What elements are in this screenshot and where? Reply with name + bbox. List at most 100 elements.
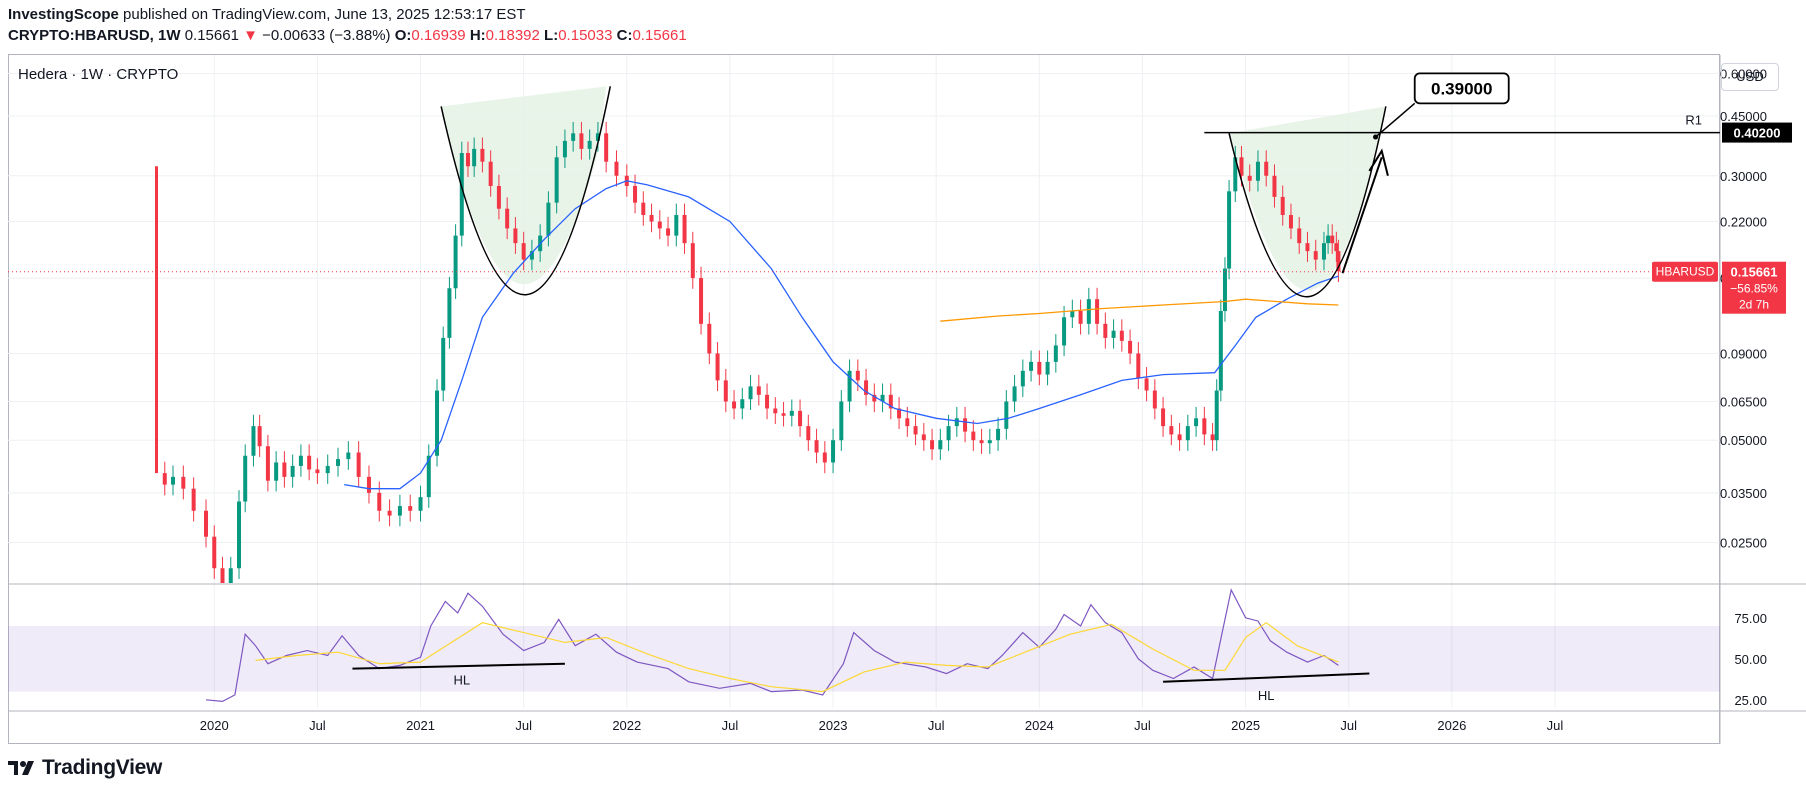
symbol-interval: CRYPTO:HBARUSD, 1W — [8, 27, 181, 44]
candle-body — [1280, 196, 1285, 215]
candle-body — [930, 440, 935, 450]
candle — [798, 399, 803, 437]
candle — [649, 203, 654, 233]
rsi-band — [8, 626, 1720, 692]
candle-body — [831, 440, 836, 463]
candle — [930, 428, 935, 461]
candle — [251, 414, 256, 467]
candle — [996, 417, 1001, 451]
candle — [587, 129, 592, 160]
candle — [1313, 239, 1318, 271]
candle-body — [847, 370, 852, 402]
candle-body — [1222, 268, 1227, 311]
publisher-name[interactable]: InvestingScope — [8, 6, 119, 23]
candle-body — [1136, 353, 1141, 379]
y-tick-label: 0.60000 — [1720, 66, 1767, 81]
candle-body — [987, 440, 992, 444]
candle-body — [740, 399, 745, 409]
candle — [243, 444, 248, 513]
candle-body — [336, 459, 341, 466]
candle — [1214, 379, 1219, 451]
candle — [418, 485, 423, 522]
candle-body — [571, 133, 576, 141]
resistance-price-tag — [1722, 122, 1792, 143]
panel-label: Hedera · 1W · CRYPTO — [18, 66, 179, 83]
y-tick-label: 0.22000 — [1720, 215, 1767, 230]
x-tick-label: Jul — [1547, 718, 1564, 733]
candle-body — [346, 452, 351, 460]
candle — [257, 414, 262, 457]
cup-curve-right — [1228, 106, 1387, 298]
candle-body — [806, 426, 811, 441]
candle — [181, 465, 186, 500]
candle-body — [1177, 434, 1182, 441]
candle-body — [265, 446, 270, 481]
candle — [1037, 350, 1042, 386]
candle — [447, 276, 452, 349]
candle-body — [447, 288, 452, 338]
currency-button[interactable]: USD — [1721, 63, 1779, 91]
candle — [897, 397, 902, 430]
candle — [1194, 406, 1199, 437]
candle-body — [562, 140, 567, 158]
candle-body — [356, 452, 361, 477]
candle-body — [387, 510, 392, 516]
candle-body — [1152, 390, 1157, 409]
candle-body — [855, 370, 860, 381]
candle — [571, 121, 576, 152]
candle — [346, 441, 351, 470]
candle — [1029, 350, 1034, 382]
candle — [946, 414, 951, 451]
candle — [913, 414, 918, 446]
candle — [426, 444, 431, 508]
candle-body — [1128, 340, 1133, 354]
candle — [171, 465, 176, 496]
candle — [554, 145, 559, 214]
candle — [1305, 231, 1310, 262]
tradingview-brand[interactable]: TradingView — [8, 756, 162, 780]
x-tick-label: 2024 — [1025, 718, 1054, 733]
candle-body — [579, 133, 584, 149]
candle — [682, 203, 687, 254]
candle-body — [699, 278, 704, 324]
candle-body — [251, 426, 256, 456]
candle — [1336, 239, 1341, 283]
tradingview-logo-icon — [8, 761, 34, 775]
candle — [1330, 224, 1335, 254]
candle — [496, 174, 501, 220]
candle — [789, 399, 794, 427]
open-label: O: — [394, 27, 412, 44]
candle — [872, 383, 877, 413]
candle-body — [191, 488, 196, 511]
y-tick-label: 0.03500 — [1720, 486, 1767, 501]
candle-body — [1119, 330, 1124, 341]
candle-body — [435, 390, 440, 456]
candle-body — [1214, 390, 1219, 441]
open-value: 0.16939 — [411, 27, 466, 44]
candle — [397, 494, 402, 527]
candle-body — [397, 506, 402, 516]
candle-body — [554, 157, 559, 203]
y-tick-label: 0.06500 — [1720, 394, 1767, 409]
candle-body — [1210, 434, 1215, 441]
candle-body — [1161, 408, 1166, 427]
candle — [1169, 414, 1174, 446]
candle — [723, 369, 728, 413]
y-tick-label: 0.30000 — [1720, 169, 1767, 184]
candle-body — [377, 492, 382, 511]
candle — [1045, 350, 1050, 386]
cup-curve-left — [440, 86, 612, 296]
candle — [614, 150, 619, 187]
x-tick-label: Jul — [1340, 718, 1357, 733]
candle — [1326, 224, 1331, 254]
candle-body — [1264, 161, 1269, 176]
candle — [855, 359, 860, 392]
candle-body — [274, 462, 279, 481]
x-tick-label: 2025 — [1231, 718, 1260, 733]
candle — [356, 441, 361, 488]
candle-body — [1169, 426, 1174, 435]
candle — [521, 231, 526, 271]
moving-average-line — [344, 180, 1339, 490]
candle — [453, 224, 458, 299]
